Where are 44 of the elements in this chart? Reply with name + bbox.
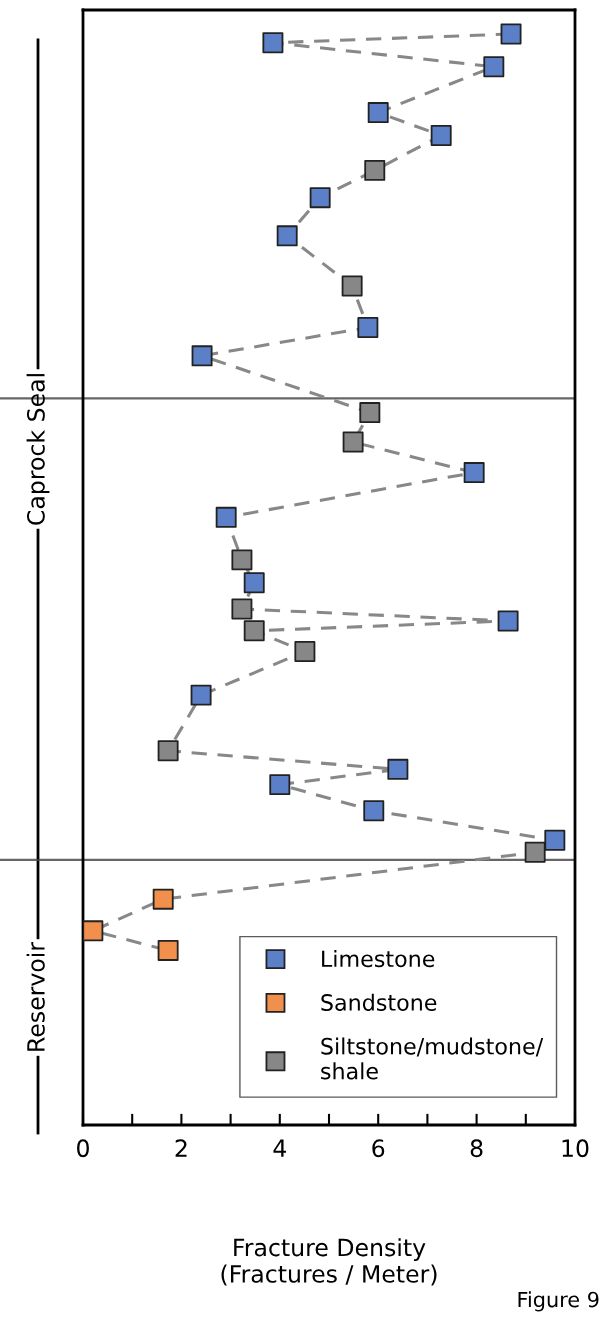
- point: [262, 32, 284, 54]
- point: [215, 506, 237, 528]
- point: [231, 549, 253, 571]
- text: Caprock Seal: [26, 374, 50, 525]
- point: [231, 598, 253, 620]
- point: [83, 920, 104, 942]
- point: [483, 56, 505, 78]
- point: [359, 402, 381, 424]
- caption: Figure 9: [518, 1291, 599, 1312]
- x-axis-title: Fracture Density (Fractures / Meter): [221, 1238, 437, 1286]
- point: [294, 641, 316, 662]
- x-tick-label: 6: [372, 1139, 385, 1158]
- legend-label: Siltstone/mudstone/ shale: [321, 1037, 544, 1080]
- point: [276, 225, 298, 247]
- point: [430, 124, 452, 146]
- text: Reservoir: [26, 941, 45, 1051]
- x-tick-label: 8: [470, 1139, 483, 1158]
- point: [157, 939, 179, 961]
- point: [243, 572, 265, 594]
- point: [190, 684, 212, 706]
- point: [152, 888, 174, 910]
- x-tick-label: 0: [77, 1139, 89, 1158]
- legend-label: Sandstone: [321, 993, 437, 1011]
- point: [191, 345, 213, 367]
- x-tick-label: 10: [562, 1139, 589, 1158]
- point: [544, 829, 566, 851]
- point: [243, 620, 265, 642]
- point: [341, 275, 363, 297]
- point: [269, 774, 291, 796]
- point: [364, 159, 386, 181]
- point: [357, 317, 379, 338]
- point: [463, 462, 485, 484]
- point: [309, 187, 331, 209]
- x-tick-label: 2: [175, 1139, 187, 1157]
- legend-label: Limestone: [322, 949, 435, 968]
- x-tick-label: 4: [273, 1139, 286, 1157]
- point: [157, 740, 179, 762]
- point: [367, 102, 389, 124]
- point: [342, 431, 364, 453]
- point: [497, 610, 519, 632]
- point: [524, 841, 546, 863]
- point: [387, 758, 409, 780]
- point: [500, 23, 522, 45]
- point: [363, 800, 385, 822]
